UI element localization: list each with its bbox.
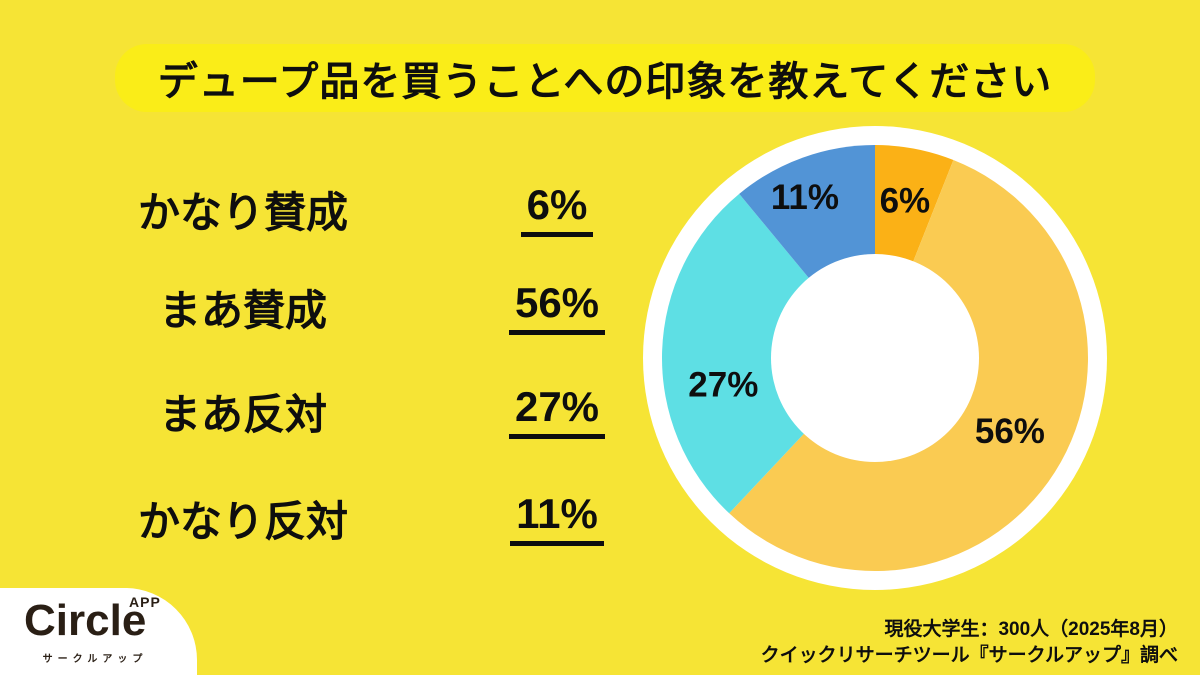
donut-slice-label-1: 56% xyxy=(975,412,1045,451)
brand-badge: APP xyxy=(129,594,161,610)
source-line-1: 現役大学生：300人（2025年8月） xyxy=(884,619,1178,640)
legend-label: まあ賛成 xyxy=(158,286,327,334)
brand-subtitle: サークルアップ xyxy=(42,654,148,665)
legend-value: 6% xyxy=(497,181,617,237)
donut-chart: 6% 56% 27% 11% xyxy=(640,123,1110,593)
donut-slice-label-2: 27% xyxy=(688,366,758,405)
legend-label: かなり賛成 xyxy=(137,188,348,236)
source-note: 現役大学生：300人（2025年8月） クイックリサーチツール『サークルアップ』… xyxy=(761,617,1178,669)
page-title: デュープ品を買うことへの印象を教えてください xyxy=(157,60,1053,104)
legend-value: 11% xyxy=(497,490,617,546)
legend-label: まあ反対 xyxy=(158,390,327,438)
legend-label: かなり反対 xyxy=(137,497,348,545)
logo-plate: Circle APP サークルアップ xyxy=(0,588,197,675)
donut-slice-label-0: 6% xyxy=(880,182,931,221)
donut-svg: 6% 56% 27% 11% xyxy=(643,126,1107,590)
source-line-2: クイックリサーチツール『サークルアップ』調べ xyxy=(760,645,1178,666)
brand-logo: Circle xyxy=(24,596,147,645)
donut-hole xyxy=(771,254,979,462)
title-banner: デュープ品を買うことへの印象を教えてください xyxy=(115,44,1095,112)
donut-slice-2 xyxy=(661,193,875,514)
donut-slice-label-3: 11% xyxy=(771,178,839,217)
legend-value: 27% xyxy=(497,383,617,439)
legend-value: 56% xyxy=(497,279,617,335)
